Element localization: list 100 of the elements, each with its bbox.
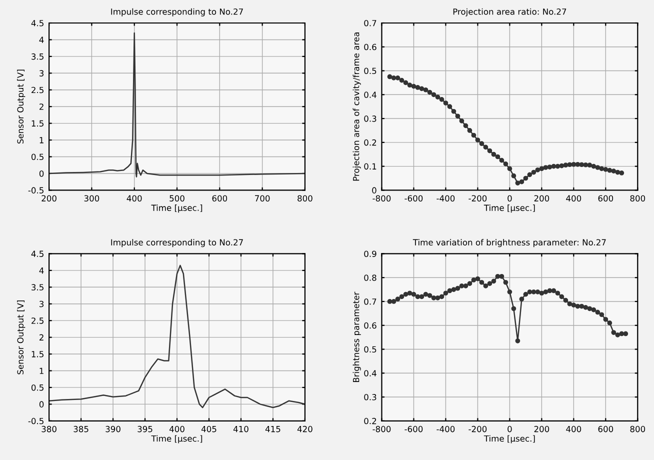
x-tick-label: 410 bbox=[233, 426, 248, 432]
y-tick-label: 0.7 bbox=[364, 20, 376, 26]
y-tick-label: 0.1 bbox=[364, 163, 376, 170]
y-tick-label: 0.3 bbox=[364, 394, 376, 400]
point bbox=[563, 298, 568, 303]
y-tick-label: 0.5 bbox=[364, 346, 376, 353]
point bbox=[439, 294, 444, 300]
point bbox=[435, 295, 440, 300]
x-tick-label: 390 bbox=[106, 426, 120, 432]
point bbox=[603, 316, 608, 322]
point bbox=[407, 290, 412, 296]
y-tick-label: 2.5 bbox=[32, 86, 44, 94]
point bbox=[539, 166, 544, 172]
y-tick-label: 0.2 bbox=[364, 418, 376, 424]
x-tick-label: 380 bbox=[42, 426, 56, 432]
point bbox=[471, 132, 476, 138]
y-tick-label: 3.5 bbox=[32, 284, 44, 290]
point bbox=[407, 82, 412, 88]
point bbox=[487, 281, 492, 286]
point bbox=[399, 294, 404, 300]
point bbox=[463, 284, 468, 288]
point bbox=[455, 286, 460, 291]
y-tick-label: 4 bbox=[39, 36, 44, 43]
y-tick-label: -0.5 bbox=[28, 418, 44, 424]
y-tick-label: 0.3 bbox=[364, 116, 376, 122]
point bbox=[527, 172, 532, 178]
x-axis-title: Time [µsec.] bbox=[151, 435, 202, 444]
point bbox=[495, 274, 500, 279]
point bbox=[515, 180, 520, 186]
x-tick-label: 600 bbox=[598, 195, 614, 202]
point bbox=[519, 296, 524, 302]
point bbox=[503, 161, 508, 166]
x-axis-title: Time [µsec.] bbox=[151, 204, 202, 213]
point bbox=[619, 331, 624, 336]
y-axis-title: Sensor Output [V] bbox=[17, 70, 26, 144]
x-tick-label: 300 bbox=[84, 195, 100, 202]
x-tick-label: 600 bbox=[212, 195, 228, 202]
chart-title: Time variation of brightness parameter: No.27 bbox=[412, 239, 606, 248]
point bbox=[579, 162, 584, 168]
point bbox=[583, 305, 588, 310]
y-tick-label: 0.4 bbox=[364, 92, 376, 98]
y-tick-label: 2 bbox=[39, 104, 44, 110]
y-tick-label: 1.5 bbox=[32, 351, 44, 358]
x-tick-label: 800 bbox=[630, 195, 646, 202]
point bbox=[427, 90, 432, 95]
point bbox=[551, 164, 556, 169]
x-tick-label: 400 bbox=[169, 426, 184, 432]
point bbox=[423, 292, 428, 297]
y-tick-label: 0.9 bbox=[364, 250, 376, 257]
x-tick-label: 200 bbox=[534, 426, 550, 432]
y-tick-label: 4 bbox=[39, 268, 44, 274]
point bbox=[591, 164, 596, 169]
y-tick-label: 1 bbox=[40, 368, 44, 374]
point bbox=[503, 280, 508, 285]
point bbox=[387, 74, 392, 80]
y-tick-label: 0.6 bbox=[364, 322, 376, 329]
x-tick-label: -200 bbox=[468, 195, 487, 202]
point bbox=[511, 173, 516, 178]
x-tick-label: 415 bbox=[265, 426, 280, 432]
point bbox=[419, 86, 424, 92]
point bbox=[415, 85, 420, 90]
point bbox=[615, 332, 620, 338]
x-axis-title: Time [µsec.] bbox=[484, 204, 535, 213]
point bbox=[543, 165, 548, 170]
point bbox=[447, 288, 452, 294]
point bbox=[563, 162, 568, 168]
point bbox=[531, 290, 536, 294]
point bbox=[575, 304, 580, 309]
point bbox=[571, 162, 576, 167]
point bbox=[459, 284, 464, 288]
point bbox=[507, 290, 512, 294]
point bbox=[495, 154, 500, 160]
point bbox=[499, 158, 504, 163]
point bbox=[523, 176, 528, 181]
x-tick-label: 700 bbox=[255, 195, 270, 202]
x-tick-label: 800 bbox=[630, 426, 646, 432]
point bbox=[551, 288, 556, 294]
point bbox=[471, 278, 476, 282]
point bbox=[523, 292, 528, 297]
point bbox=[411, 292, 416, 297]
point bbox=[587, 306, 592, 312]
x-tick-label: -200 bbox=[468, 426, 487, 432]
point bbox=[599, 312, 604, 318]
point bbox=[547, 164, 552, 170]
point bbox=[435, 94, 440, 100]
y-tick-label: 4.5 bbox=[31, 20, 44, 26]
y-tick-label: 0.5 bbox=[31, 154, 44, 160]
point bbox=[595, 310, 600, 315]
point bbox=[483, 284, 488, 288]
y-tick-label: 1.5 bbox=[32, 120, 44, 127]
chart-title: Impulse corresponding to No.27 bbox=[111, 239, 243, 248]
point bbox=[403, 80, 408, 86]
point bbox=[535, 290, 540, 294]
point bbox=[423, 87, 428, 92]
y-tick-label: 4.5 bbox=[31, 250, 44, 257]
point bbox=[403, 292, 408, 297]
point bbox=[567, 162, 572, 168]
point bbox=[391, 299, 396, 304]
y-tick-label: 3 bbox=[40, 300, 44, 308]
point bbox=[387, 299, 392, 304]
